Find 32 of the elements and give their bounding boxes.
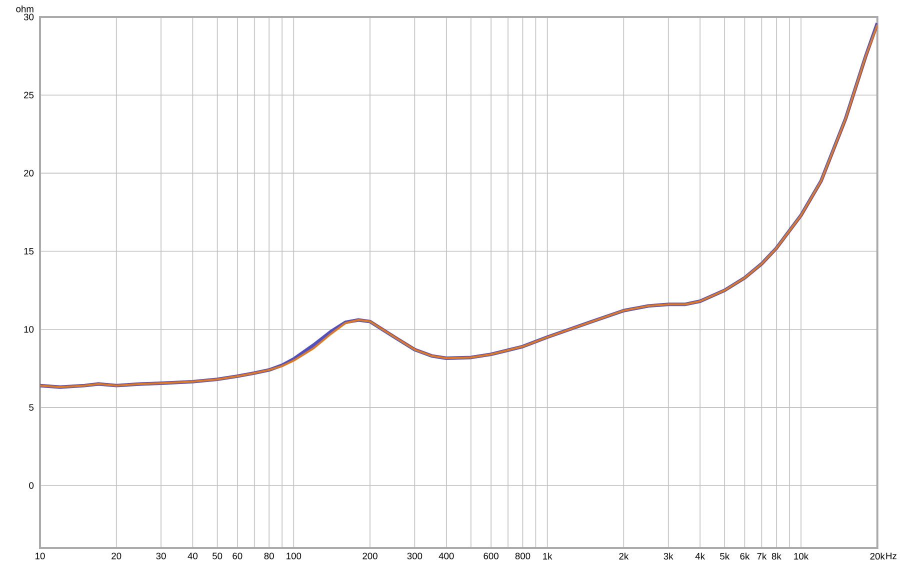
- x-tick-label: 200: [362, 552, 378, 560]
- y-tick-label: 20: [24, 170, 34, 176]
- x-tick-label: 400: [438, 552, 454, 560]
- x-tick-label: 10k: [794, 552, 809, 560]
- x-tick-label: 10: [36, 552, 45, 560]
- x-tick-label: 5k: [720, 552, 730, 560]
- x-tick-label: 600: [484, 552, 498, 560]
- x-tick-label: 4k: [695, 552, 705, 560]
- x-tick-label: 300: [407, 552, 422, 560]
- y-tick-label: 30: [24, 14, 34, 20]
- x-tick-label: 20: [112, 552, 122, 560]
- x-tick-label: 2k: [619, 552, 629, 560]
- x-tick-label: 800: [515, 552, 530, 560]
- y-tick-label: 5: [29, 404, 34, 411]
- x-tick-label: 60: [232, 552, 242, 560]
- x-axis-title: Hz: [886, 552, 896, 560]
- x-tick-label: 8k: [772, 552, 782, 560]
- y-tick-label: 25: [24, 92, 34, 98]
- x-tick-label: 30: [156, 552, 166, 560]
- x-tick-label: 1k: [543, 552, 552, 560]
- y-tick-label: 10: [24, 326, 34, 333]
- y-tick-label: 0: [29, 482, 34, 489]
- x-tick-label: 3k: [664, 552, 674, 560]
- y-tick-label: 15: [24, 248, 34, 255]
- x-tick-label: 7k: [757, 552, 767, 560]
- x-tick-label: 6k: [740, 552, 750, 560]
- x-tick-label: 20k: [870, 552, 885, 560]
- x-tick-label: 50: [212, 552, 222, 560]
- x-tick-label: 100: [286, 552, 302, 560]
- x-tick-label: 40: [188, 552, 198, 560]
- y-axis-title: ohm: [16, 5, 34, 12]
- x-tick-label: 80: [264, 552, 274, 560]
